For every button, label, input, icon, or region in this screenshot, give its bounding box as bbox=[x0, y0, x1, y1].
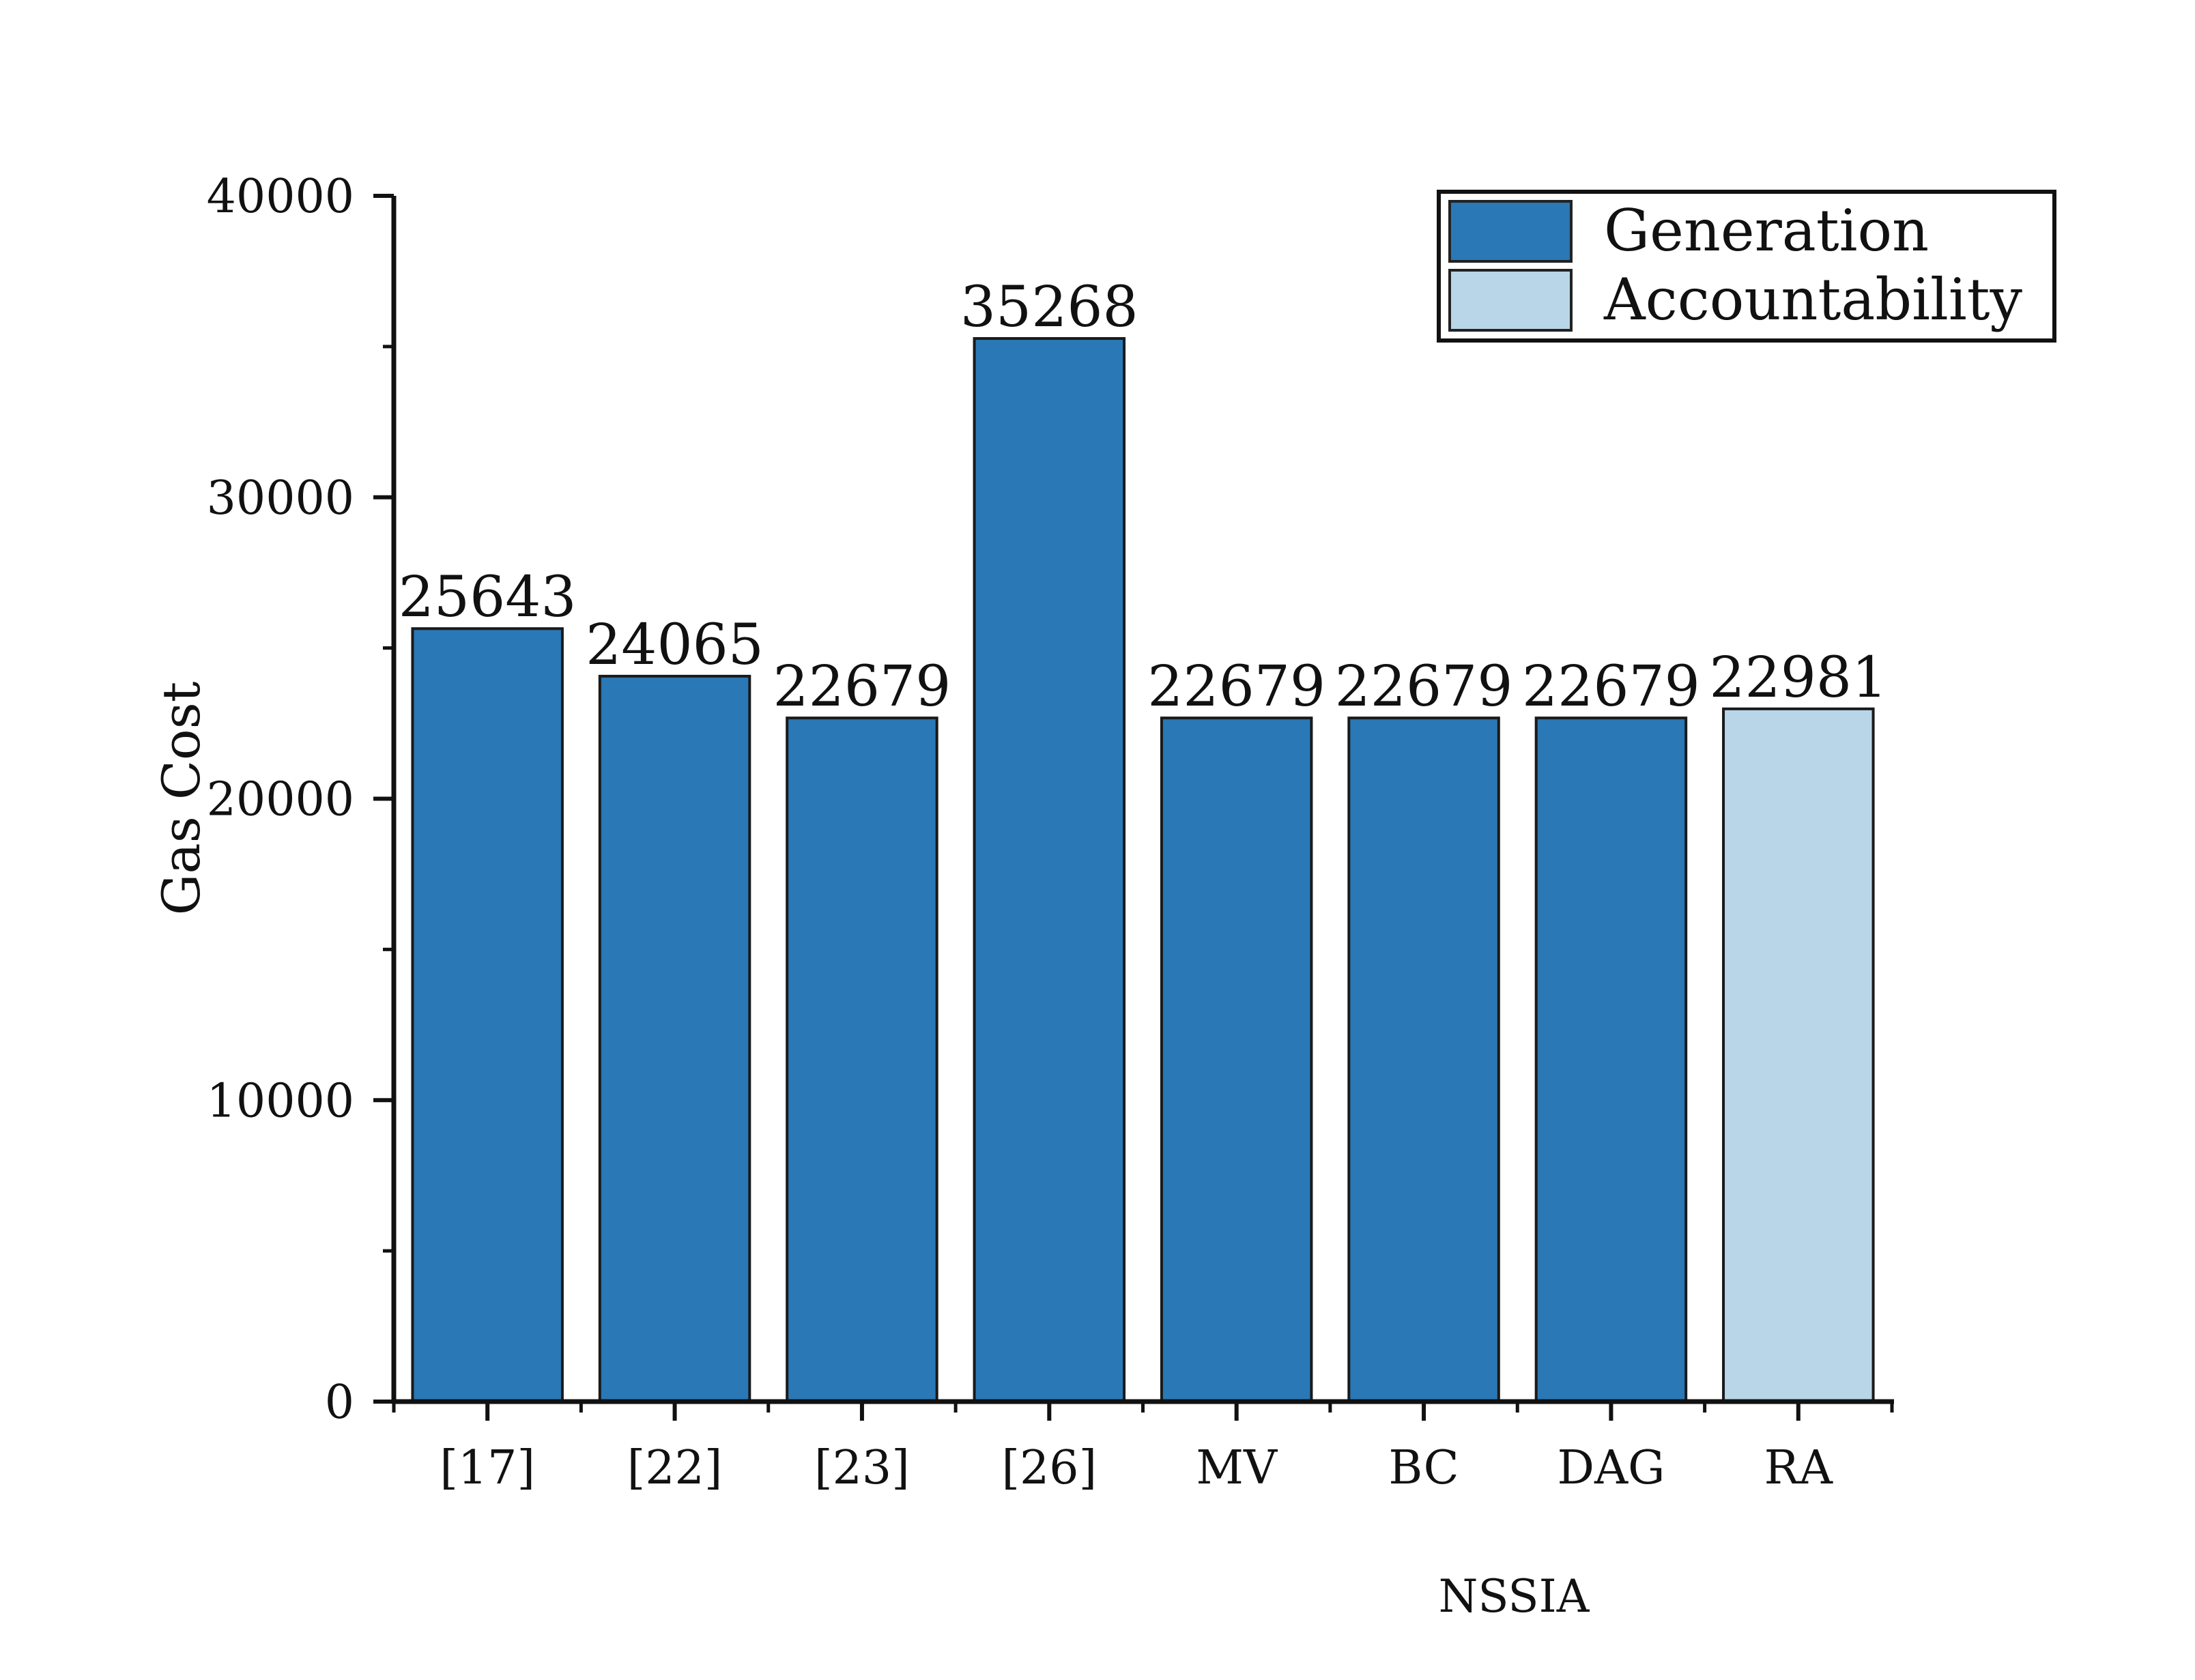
value-label-2: 22679 bbox=[773, 654, 951, 719]
bar-2 bbox=[786, 716, 938, 1403]
value-label-6: 22679 bbox=[1522, 654, 1700, 719]
x-tick-label-3: [26] bbox=[1002, 1441, 1098, 1495]
y-tick-label-1: 10000 bbox=[207, 1074, 354, 1128]
bar-1 bbox=[598, 674, 751, 1404]
bar-3 bbox=[973, 337, 1126, 1403]
bars-layer bbox=[411, 337, 1875, 1404]
bar-5 bbox=[1347, 716, 1500, 1403]
value-label-3: 35268 bbox=[960, 275, 1138, 340]
value-label-4: 22679 bbox=[1147, 654, 1325, 719]
bar-4 bbox=[1160, 716, 1313, 1403]
x-tick-label-6: DAG bbox=[1557, 1441, 1665, 1495]
legend-label-generation: Generation bbox=[1604, 197, 1929, 264]
legend-swatch-generation bbox=[1448, 200, 1573, 263]
legend-label-accountability: Accountability bbox=[1603, 266, 2022, 333]
y-tick-label-0: 0 bbox=[325, 1376, 354, 1430]
x-tick-label-2: [23] bbox=[814, 1441, 910, 1495]
bar-6 bbox=[1534, 716, 1688, 1403]
value-label-7: 22981 bbox=[1709, 646, 1887, 710]
bar-7 bbox=[1722, 707, 1875, 1403]
y-tick-label-4: 40000 bbox=[207, 170, 354, 224]
value-label-1: 24065 bbox=[586, 613, 764, 678]
x-tick-label-4: MV bbox=[1196, 1441, 1278, 1495]
value-label-0: 25643 bbox=[399, 565, 577, 630]
x-tick-label-5: BC bbox=[1388, 1441, 1459, 1495]
legend-swatch-accountability bbox=[1448, 269, 1573, 332]
legend: Generation Accountability bbox=[1437, 190, 2056, 343]
y-axis-label: Gas Cost bbox=[151, 682, 212, 916]
x-tick-label-7: RA bbox=[1764, 1441, 1833, 1495]
ticks-layer: [17] [22] [23] [26] MV BC DAG RA 0 10000 20000 3000… bbox=[207, 170, 1894, 1495]
value-label-5: 22679 bbox=[1335, 654, 1513, 719]
y-tick-label-2: 20000 bbox=[207, 773, 354, 827]
x-tick-label-1: [22] bbox=[627, 1441, 723, 1495]
x-axis-label: NSSIA bbox=[1439, 1570, 1590, 1623]
bar-0 bbox=[411, 627, 564, 1403]
y-tick-label-3: 30000 bbox=[207, 472, 354, 525]
x-tick-label-0: [17] bbox=[440, 1441, 535, 1495]
